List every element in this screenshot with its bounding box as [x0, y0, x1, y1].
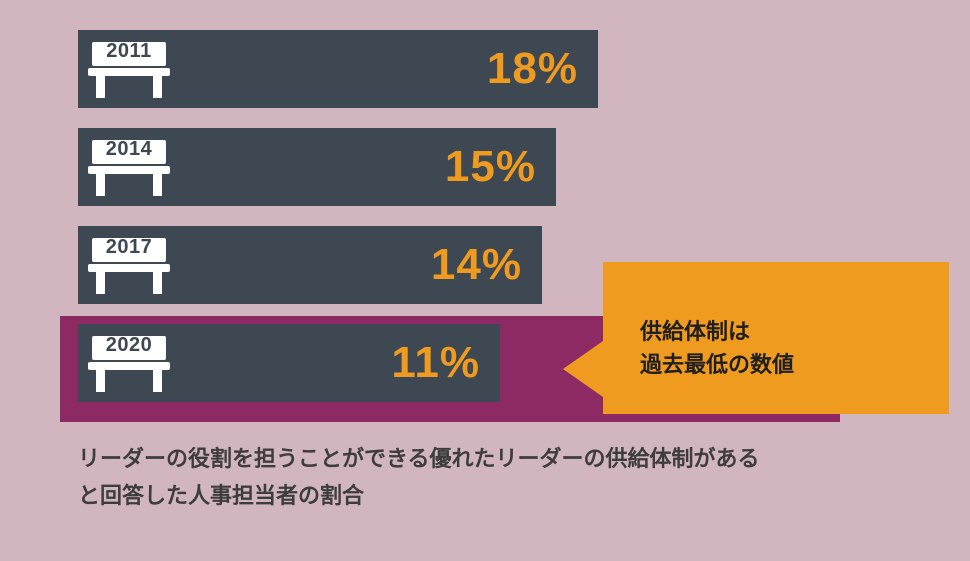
- bar-value-label: 15%: [445, 142, 536, 192]
- bench-icon: 2014: [88, 136, 170, 198]
- caption-line2: と回答した人事担当者の割合: [78, 483, 364, 508]
- bar-row: 2017 14%: [78, 226, 542, 304]
- callout-pointer: [563, 341, 603, 397]
- chart-canvas: 2011 18% 2014 15% 2017 14% 2020 11% 供給体制は 過去…: [0, 0, 970, 561]
- bar-row: 2011 18%: [78, 30, 598, 108]
- bar-value-label: 11%: [391, 338, 480, 388]
- caption-text: リーダーの役割を担うことができる優れたリーダーの供給体制がある と回答した人事担…: [78, 440, 760, 515]
- callout-line2: 過去最低の数値: [640, 352, 794, 377]
- caption-line1: リーダーの役割を担うことができる優れたリーダーの供給体制がある: [78, 446, 760, 471]
- bar-row: 2014 15%: [78, 128, 556, 206]
- callout-text: 供給体制は 過去最低の数値: [640, 315, 794, 381]
- bars-container: 2011 18% 2014 15% 2017 14% 2020 11%: [78, 30, 598, 422]
- bar-value-label: 14%: [431, 240, 522, 290]
- bench-icon: 2020: [88, 332, 170, 394]
- bar-row: 2020 11%: [78, 324, 500, 402]
- bar-year-label: 2011: [88, 40, 170, 63]
- bar-value-label: 18%: [487, 44, 578, 94]
- bench-icon: 2017: [88, 234, 170, 296]
- callout-line1: 供給体制は: [640, 319, 750, 344]
- bar-year-label: 2017: [88, 236, 170, 259]
- bench-icon: 2011: [88, 38, 170, 100]
- bar-year-label: 2014: [88, 138, 170, 161]
- bar-year-label: 2020: [88, 334, 170, 357]
